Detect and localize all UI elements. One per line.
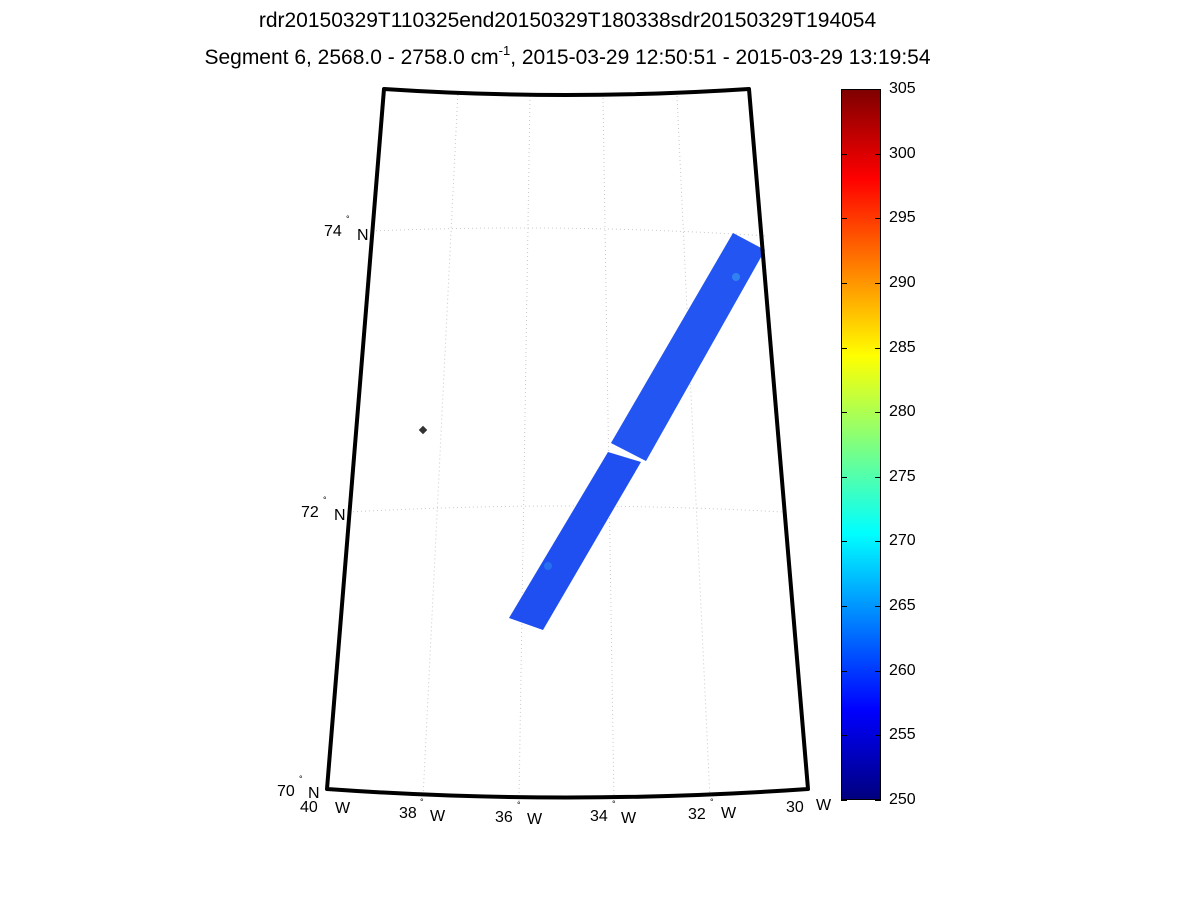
- colorbar-tick-label: 255: [889, 726, 916, 744]
- colorbar-tick-mark: [841, 670, 847, 672]
- lon-labels: 40 W 38 ° W 36 ° W 34 ° W 32 ° W 30 W: [300, 797, 832, 828]
- degree-mark: °: [612, 799, 616, 809]
- colorbar-tick-mark: [841, 218, 847, 220]
- title-line-2-prefix: Segment 6, 2568.0 - 2758.0 cm: [204, 46, 499, 69]
- degree-mark: °: [323, 495, 327, 505]
- colorbar-tick-mark: [841, 476, 847, 478]
- colorbar-tick-mark: [875, 606, 881, 608]
- grid-lon-34: [602, 97, 615, 803]
- map-grid: [348, 90, 784, 803]
- degree-mark: °: [517, 800, 521, 810]
- colorbar-tick-label: 285: [889, 338, 916, 356]
- data-swath: [509, 233, 765, 630]
- colorbar-tick-mark: [875, 541, 881, 543]
- colorbar-tick-mark: [875, 282, 881, 284]
- degree-mark: °: [299, 774, 303, 784]
- lat-hemi-74: N: [357, 227, 369, 244]
- colorbar-tick-mark: [875, 89, 881, 90]
- lat-labels: 74 ° N 72 ° N 70 ° N: [277, 214, 369, 802]
- colorbar-tick-mark: [841, 412, 847, 414]
- lon-label-40: 40: [300, 799, 318, 816]
- lon-hemi-38: W: [430, 808, 446, 825]
- colorbar-tick-label: 300: [889, 144, 916, 162]
- colorbar-tick-mark: [841, 282, 847, 284]
- colorbar-tick-mark: [841, 606, 847, 608]
- colorbar-tick-mark: [875, 476, 881, 478]
- colorbar-tick-mark: [875, 153, 881, 155]
- degree-mark: °: [710, 797, 714, 807]
- point-marker: [418, 425, 428, 435]
- colorbar-tick-mark: [875, 735, 881, 737]
- colorbar-tick-label: 260: [889, 661, 916, 679]
- colorbar-tick-label: 290: [889, 273, 916, 291]
- map-plot: 74 ° N 72 ° N 70 ° N 40 W 38 ° W 36 ° W …: [277, 87, 832, 828]
- swath-warm-spot: [732, 273, 740, 281]
- grid-lon-38: [422, 90, 459, 799]
- colorbar-tick-mark: [875, 347, 881, 349]
- grid-lat-72: [348, 505, 784, 513]
- colorbar-tick-label: 305: [889, 80, 916, 97]
- colorbar-tick-mark: [875, 670, 881, 672]
- colorbar-tick-label: 280: [889, 403, 916, 421]
- colorbar-tick-mark: [875, 218, 881, 220]
- colorbar-tick-label: 265: [889, 597, 916, 615]
- colorbar-tick-mark: [875, 412, 881, 414]
- colorbar-tick-mark: [841, 735, 847, 737]
- colorbar-tick-label: 270: [889, 532, 916, 550]
- colorbar-tick-mark: [841, 347, 847, 349]
- colorbar: [841, 89, 881, 800]
- lon-hemi-40: W: [335, 800, 351, 817]
- swath-texture: [611, 233, 765, 461]
- map-frame: [325, 87, 810, 800]
- title-line-2-suffix: , 2015-03-29 12:50:51 - 2015-03-29 13:19…: [510, 46, 931, 69]
- grid-lat-74: [371, 227, 768, 237]
- lon-hemi-30: W: [816, 797, 832, 814]
- lat-hemi-70: N: [308, 785, 320, 802]
- swath-segment-north: [611, 233, 765, 461]
- lon-label-34: 34: [590, 808, 608, 825]
- lat-label-74: 74: [324, 223, 342, 240]
- lon-label-30: 30: [786, 799, 804, 816]
- lat-hemi-72: N: [334, 507, 346, 524]
- lon-hemi-34: W: [621, 810, 637, 827]
- degree-mark: °: [420, 797, 424, 807]
- title-line-2: Segment 6, 2568.0 - 2758.0 cm-1, 2015-03…: [0, 43, 1135, 70]
- colorbar-tick-label: 275: [889, 467, 916, 485]
- colorbar-tick-label: 295: [889, 209, 916, 227]
- degree-mark: °: [346, 214, 350, 224]
- lon-label-38: 38: [399, 805, 417, 822]
- colorbar-tick-mark: [841, 800, 847, 801]
- grid-lon-32: [676, 95, 711, 800]
- title-unit-exponent: -1: [498, 43, 511, 58]
- lon-label-32: 32: [688, 806, 706, 823]
- grid-lon-36: [518, 95, 531, 802]
- colorbar-tick-mark: [875, 800, 881, 801]
- lon-hemi-32: W: [721, 805, 737, 822]
- swath-segment-south: [509, 452, 641, 630]
- swath-warm-spot: [544, 562, 552, 570]
- lat-label-72: 72: [301, 504, 319, 521]
- lon-label-36: 36: [495, 809, 513, 826]
- colorbar-tick-mark: [841, 89, 847, 90]
- lat-label-70: 70: [277, 783, 295, 800]
- colorbar-tick-mark: [841, 153, 847, 155]
- lon-hemi-36: W: [527, 811, 543, 828]
- colorbar-tick-mark: [841, 541, 847, 543]
- colorbar-tick-label: 250: [889, 791, 916, 808]
- title-line-1: rdr20150329T110325end20150329T180338sdr2…: [258, 9, 877, 32]
